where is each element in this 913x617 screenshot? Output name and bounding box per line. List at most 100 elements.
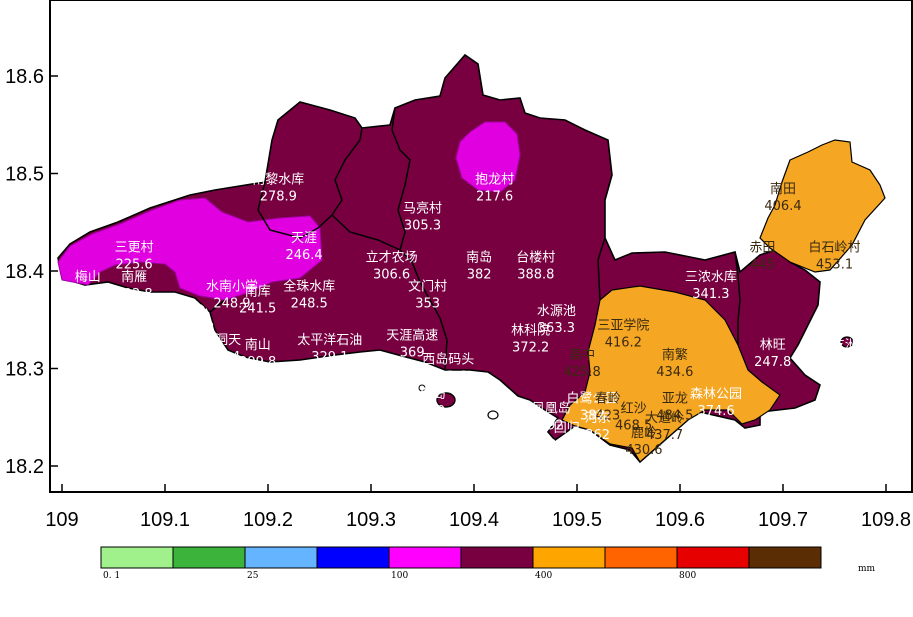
x-tick-label: 109	[45, 509, 78, 531]
station-name: 三浓水库	[685, 269, 737, 285]
station-value: 468.5	[615, 418, 652, 433]
island-small-2	[418, 384, 426, 392]
x-tick-label: 109.6	[655, 509, 705, 531]
station-name: 南田	[770, 181, 796, 197]
station-name: 春岭	[595, 392, 621, 407]
station-value: 329.1	[311, 350, 348, 365]
station-value: 305.3	[404, 219, 441, 234]
station-value: 315.9	[548, 438, 585, 453]
station-name: 南雁	[121, 269, 147, 285]
station-value: 232.2	[177, 321, 214, 336]
legend-swatch	[172, 546, 246, 569]
station-value: 362	[585, 428, 610, 443]
station-name: 水源池	[537, 304, 576, 319]
station-name: 回归	[554, 421, 580, 436]
station-value: 225.6	[115, 258, 152, 273]
legend-swatch	[676, 546, 750, 569]
station-value: 247.8	[754, 355, 791, 370]
station-name: 林旺	[760, 338, 786, 353]
legend-swatch	[388, 546, 462, 569]
station-name: 太平洋石油	[297, 333, 362, 348]
station-value: 320	[420, 404, 445, 419]
station-name: 梅山	[75, 270, 101, 285]
y-tick-label: 18.2	[5, 456, 44, 478]
y-tick-label: 18.3	[5, 359, 44, 381]
station-name: 文门村	[408, 280, 447, 295]
station-name: 红沙	[621, 400, 647, 416]
station-value: 372.2	[512, 340, 549, 355]
station-value: 416.2	[605, 336, 642, 351]
legend-unit: mm	[858, 564, 876, 574]
station-value: 484.5	[656, 409, 693, 424]
x-tick-labels: 109 109.1 109.2 109.3 109.4 109.5 109.6 109.7 10…	[45, 509, 911, 531]
station-name: 三亚学院	[597, 318, 649, 334]
legend-swatch	[316, 546, 390, 569]
station-value: 382	[580, 409, 605, 424]
station-name: 西岛码头	[422, 352, 474, 368]
station-name: 南库	[245, 283, 271, 299]
station-value: 341.3	[692, 287, 729, 302]
station-value: 430.6	[625, 443, 662, 458]
station-name: 大道岭	[645, 411, 684, 426]
station-name: 台楼村	[516, 250, 555, 265]
x-tick-label: 109.5	[552, 509, 602, 531]
station-value: 453.1	[816, 258, 853, 273]
station-value: 374.6	[697, 404, 734, 419]
island-small-1	[487, 410, 499, 420]
station-name: 水南小学	[206, 279, 258, 295]
y-tick-label: 18.4	[5, 261, 44, 283]
x-tick-label: 109.7	[758, 509, 808, 531]
station-name: 西鼓岛	[63, 322, 102, 338]
station-name: 南山	[245, 337, 271, 353]
station-name: 全珠水库	[283, 279, 335, 295]
station-name: 抱龙村	[475, 171, 514, 187]
station-name: 中心	[183, 304, 209, 319]
station-name: 白石岭村	[808, 240, 860, 256]
y-tick-label: 18.6	[5, 66, 44, 88]
station-value: 437.7	[646, 428, 683, 443]
station-value: 388.8	[517, 267, 554, 282]
station-value: 292.3	[826, 355, 863, 370]
station-name: 河东	[585, 411, 611, 426]
station-value: 363.6	[430, 370, 467, 385]
station-labels: 南黎水库 278.9 抱龙村 217.6 马亮村 305.3 三更村 225.6 天涯 246.4…	[63, 171, 871, 458]
station-value: 246.4	[285, 248, 322, 263]
district-boundaries	[209, 107, 741, 371]
x-tick-label: 109.3	[346, 509, 396, 531]
legend-swatch	[748, 546, 822, 569]
region-400-600-northeast	[759, 139, 886, 273]
region-100-250-west	[57, 197, 323, 301]
station-name: 南岛	[466, 249, 492, 265]
station-value: 241.5	[239, 301, 276, 316]
station-value: 292.8	[115, 287, 152, 302]
legend-swatch	[532, 546, 606, 569]
station-name: 南黎水库	[252, 171, 304, 187]
station-name: 森林公园	[690, 387, 742, 402]
station-name: 天涯高速	[386, 327, 438, 343]
station-value: 248.9	[213, 297, 250, 312]
island-xidao	[436, 392, 456, 408]
station-name: 南繁	[662, 347, 688, 363]
legend-swatch	[100, 546, 174, 569]
station-value: 392	[539, 418, 564, 433]
legend-label: 100	[391, 571, 408, 581]
legend-swatch	[460, 546, 534, 569]
station-value: 306.6	[373, 267, 410, 282]
land-regions	[57, 53, 886, 464]
region-100-250-north	[455, 121, 521, 193]
station-name: 赤田	[749, 241, 775, 256]
station-value: 217.6	[476, 189, 513, 204]
legend-swatch	[244, 546, 318, 569]
station-value: 382	[467, 267, 492, 282]
station-value: 299.8	[239, 355, 276, 370]
station-value: 423	[595, 409, 620, 424]
legend-swatch	[604, 546, 678, 569]
island-wuzhizhou	[840, 336, 854, 348]
station-value: 220.7	[69, 287, 106, 302]
station-name: 高中	[569, 347, 595, 363]
station-name: 三更村	[115, 241, 154, 256]
station-name: 马亮村	[403, 201, 442, 217]
station-name: 西岛	[420, 386, 446, 402]
station-value: 324.4	[203, 350, 240, 365]
